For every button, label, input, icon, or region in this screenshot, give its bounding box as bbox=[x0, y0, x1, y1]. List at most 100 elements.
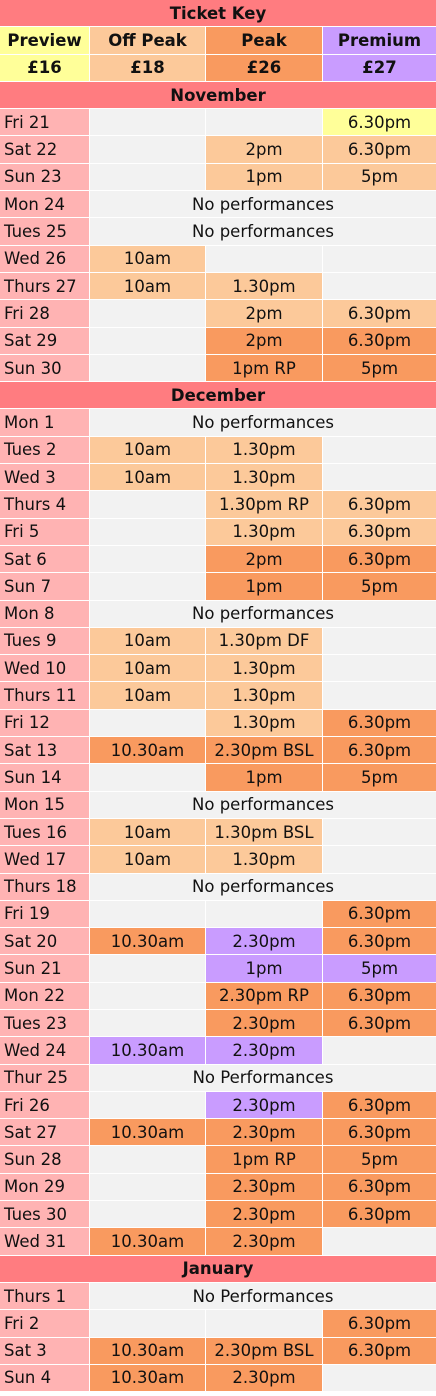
schedule-row: Mon 1 No performances bbox=[0, 409, 436, 437]
month-header-row: November bbox=[0, 81, 436, 110]
schedule-row: Tues 9 10am 1.30pm DF bbox=[0, 627, 436, 656]
performance-slot-afternoon: 1.30pm bbox=[206, 464, 323, 491]
performance-slot-morning bbox=[90, 491, 206, 518]
performance-slot-morning bbox=[90, 109, 206, 136]
performance-slot-evening: 6.30pm bbox=[323, 1091, 436, 1119]
performance-slot-afternoon: 1.30pm DF bbox=[206, 627, 323, 655]
schedule-body: November Fri 21 6.30pm Sat 22 2pm 6.30pm Sun 2… bbox=[0, 81, 436, 1393]
performance-slot-evening: 5pm bbox=[323, 354, 436, 382]
day-label: Mon 15 bbox=[0, 791, 90, 818]
day-label: Sun 23 bbox=[0, 163, 90, 191]
day-label: Sun 4 bbox=[0, 1364, 90, 1392]
performance-slot-evening bbox=[323, 655, 436, 682]
performance-slot-morning bbox=[90, 1173, 206, 1201]
ticket-key-title: Ticket Key bbox=[0, 0, 436, 27]
performance-slot-evening: 6.30pm bbox=[323, 1009, 436, 1037]
tier-label-peak: Peak bbox=[206, 27, 323, 54]
day-label: Wed 10 bbox=[0, 655, 90, 682]
day-label: Sun 7 bbox=[0, 573, 90, 600]
performance-slot-afternoon: 1.30pm bbox=[206, 846, 323, 873]
performance-slot-evening: 6.30pm bbox=[323, 737, 436, 764]
performance-slot-morning: 10am bbox=[90, 655, 206, 682]
performance-slot-evening: 6.30pm bbox=[323, 545, 436, 573]
performance-slot-afternoon: 1.30pm bbox=[206, 709, 323, 737]
schedule-row: Fri 5 1.30pm 6.30pm bbox=[0, 518, 436, 546]
performance-slot-morning bbox=[90, 327, 206, 354]
performance-slot-afternoon: 2.30pm bbox=[206, 1009, 323, 1037]
ticket-key-prices-row: £16 £18 £26 £27 bbox=[0, 54, 436, 82]
day-label: Wed 26 bbox=[0, 245, 90, 272]
tier-label-premium: Premium bbox=[323, 27, 436, 54]
performance-slot-afternoon bbox=[206, 1310, 323, 1337]
performance-slot-morning bbox=[90, 573, 206, 600]
performance-slot-morning bbox=[90, 900, 206, 928]
schedule-row: Sat 3 10.30am 2.30pm BSL 6.30pm bbox=[0, 1337, 436, 1365]
performance-slot-morning: 10.30am bbox=[90, 1119, 206, 1146]
no-performances-note: No performances bbox=[90, 791, 436, 818]
month-header: December bbox=[0, 382, 436, 409]
schedule-row: Tues 25 No performances bbox=[0, 218, 436, 246]
performance-slot-evening: 6.30pm bbox=[323, 709, 436, 737]
performance-slot-afternoon: 2.30pm bbox=[206, 1228, 323, 1255]
schedule-row: Fri 19 6.30pm bbox=[0, 900, 436, 929]
day-label: Fri 26 bbox=[0, 1091, 90, 1119]
performance-slot-morning bbox=[90, 136, 206, 163]
performance-slot-evening bbox=[323, 682, 436, 709]
performance-slot-morning: 10am bbox=[90, 818, 206, 846]
performance-slot-morning: 10.30am bbox=[90, 1037, 206, 1064]
month-header: January bbox=[0, 1255, 436, 1282]
day-label: Sat 13 bbox=[0, 737, 90, 764]
day-label: Sun 21 bbox=[0, 955, 90, 982]
schedule-row: Wed 24 10.30am 2.30pm bbox=[0, 1037, 436, 1065]
performance-slot-evening bbox=[323, 272, 436, 300]
performance-slot-afternoon: 2.30pm RP bbox=[206, 982, 323, 1009]
schedule-row: Fri 12 1.30pm 6.30pm bbox=[0, 709, 436, 738]
no-performances-note: No performances bbox=[90, 218, 436, 245]
performance-slot-evening bbox=[323, 464, 436, 491]
performance-slot-afternoon: 2.30pm bbox=[206, 1119, 323, 1146]
day-label: Tues 2 bbox=[0, 436, 90, 464]
schedule-row: Tues 16 10am 1.30pm BSL bbox=[0, 818, 436, 847]
performance-slot-afternoon: 2pm bbox=[206, 545, 323, 573]
performance-slot-afternoon: 1pm RP bbox=[206, 354, 323, 382]
performance-slot-morning bbox=[90, 764, 206, 791]
performance-slot-afternoon: 2pm bbox=[206, 136, 323, 163]
schedule-row: Wed 31 10.30am 2.30pm bbox=[0, 1228, 436, 1256]
day-label: Wed 31 bbox=[0, 1228, 90, 1255]
schedule-row: Mon 8 No performances bbox=[0, 600, 436, 628]
no-performances-note: No performances bbox=[90, 600, 436, 627]
schedule-row: Sat 22 2pm 6.30pm bbox=[0, 136, 436, 164]
performance-slot-evening bbox=[323, 846, 436, 873]
performance-slot-morning: 10.30am bbox=[90, 1364, 206, 1392]
performance-slot-afternoon: 2.30pm bbox=[206, 1173, 323, 1201]
schedule-row: Fri 26 2.30pm 6.30pm bbox=[0, 1091, 436, 1120]
no-performances-note: No performances bbox=[90, 409, 436, 436]
performance-slot-morning bbox=[90, 1310, 206, 1337]
performance-slot-morning: 10.30am bbox=[90, 737, 206, 764]
schedule-row: Wed 26 10am bbox=[0, 245, 436, 273]
performance-slot-morning bbox=[90, 163, 206, 191]
performance-slot-morning: 10am bbox=[90, 464, 206, 491]
day-label: Sat 6 bbox=[0, 545, 90, 573]
schedule-row: Mon 29 2.30pm 6.30pm bbox=[0, 1173, 436, 1202]
schedule-row: Thurs 11 10am 1.30pm bbox=[0, 682, 436, 710]
day-label: Thurs 11 bbox=[0, 682, 90, 709]
day-label: Thurs 1 bbox=[0, 1282, 90, 1310]
day-label: Sun 30 bbox=[0, 354, 90, 382]
no-performances-note: No performances bbox=[90, 873, 436, 900]
performance-slot-morning: 10am bbox=[90, 436, 206, 464]
day-label: Tues 25 bbox=[0, 218, 90, 245]
schedule-row: Mon 24 No performances bbox=[0, 191, 436, 219]
schedule-row: Sat 20 10.30am 2.30pm 6.30pm bbox=[0, 928, 436, 956]
tier-price-peak: £26 bbox=[206, 54, 323, 81]
schedule-row: Sun 4 10.30am 2.30pm bbox=[0, 1364, 436, 1393]
performance-slot-evening bbox=[323, 627, 436, 655]
performance-slot-evening: 6.30pm bbox=[323, 1337, 436, 1364]
performance-slot-morning: 10.30am bbox=[90, 928, 206, 955]
performance-slot-evening: 5pm bbox=[323, 764, 436, 791]
day-label: Sat 29 bbox=[0, 327, 90, 354]
performance-slot-evening bbox=[323, 1037, 436, 1064]
schedule-row: Tues 2 10am 1.30pm bbox=[0, 436, 436, 465]
schedule-row: Sat 13 10.30am 2.30pm BSL 6.30pm bbox=[0, 737, 436, 765]
ticket-key-labels-row: Preview Off Peak Peak Premium bbox=[0, 27, 436, 55]
